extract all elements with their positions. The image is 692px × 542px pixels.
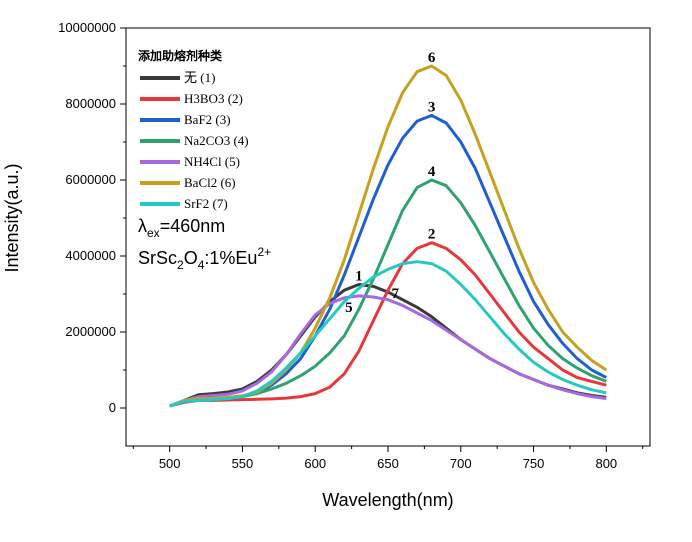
x-tick-label: 650 — [377, 456, 399, 471]
formula-part-a: SrSc — [138, 248, 177, 268]
series-line-7 — [169, 260, 607, 408]
y-tick-label: 10000000 — [58, 20, 116, 35]
legend-label-6: BaCl2 (6) — [184, 175, 236, 190]
curve-label-5: 5 — [345, 300, 353, 316]
lambda-value: =460nm — [160, 216, 226, 236]
lambda-subscript: ex — [147, 226, 160, 240]
legend-label-4: Na2CO3 (4) — [184, 133, 249, 148]
legend-title: 添加助熔剂种类 — [138, 48, 223, 63]
curve-label-3: 3 — [428, 99, 436, 115]
y-axis-ticks: 0 2000000 4000000 6000000 8000000 10000000 — [58, 20, 126, 415]
legend-label-2: H3BO3 (2) — [184, 91, 243, 106]
formula-sub-2: 2 — [177, 258, 184, 272]
y-tick-label: 4000000 — [65, 248, 116, 263]
y-axis-title: Intensity(a.u.) — [2, 163, 22, 272]
curve-label-7: 7 — [392, 286, 400, 302]
x-tick-label: 800 — [595, 456, 617, 471]
x-tick-label: 550 — [232, 456, 254, 471]
lambda-symbol: λ — [138, 216, 147, 236]
legend-label-5: NH4Cl (5) — [184, 154, 240, 169]
series-line-5 — [169, 294, 607, 408]
formula-part-b: O — [184, 248, 198, 268]
legend-label-1: 无 (1) — [184, 70, 215, 85]
curves — [169, 64, 608, 408]
x-axis-title: Wavelength(nm) — [322, 490, 453, 510]
x-tick-label: 750 — [523, 456, 545, 471]
series-line-2 — [169, 241, 607, 408]
y-tick-label: 0 — [109, 400, 116, 415]
formula-part-c: :1%Eu — [204, 248, 257, 268]
series-line-6 — [169, 64, 608, 408]
series-line-1 — [169, 283, 607, 408]
y-tick-label: 2000000 — [65, 324, 116, 339]
x-tick-label: 500 — [159, 456, 181, 471]
curve-label-1: 1 — [355, 269, 363, 285]
curve-label-6: 6 — [428, 50, 436, 66]
y-tick-label: 6000000 — [65, 172, 116, 187]
curve-label-4: 4 — [428, 164, 436, 180]
formula-superscript: 2+ — [257, 245, 271, 259]
x-axis-ticks: 500 550 600 650 700 750 800 — [132, 446, 644, 471]
annotation-excitation: λex=460nm — [138, 216, 225, 240]
curve-labels: 1 2 3 4 5 6 7 — [345, 50, 436, 316]
formula-sub-4: 4 — [198, 258, 205, 272]
legend: 添加助熔剂种类 无 (1) H3BO3 (2) BaF2 (3) Na2CO3 (4)… — [138, 48, 249, 211]
x-tick-label: 600 — [304, 456, 326, 471]
annotation-formula: SrSc2O4:1%Eu2+ — [138, 245, 271, 272]
y-tick-label: 8000000 — [65, 96, 116, 111]
legend-label-3: BaF2 (3) — [184, 112, 231, 127]
x-tick-label: 700 — [450, 456, 472, 471]
legend-label-7: SrF2 (7) — [184, 196, 228, 211]
curve-label-2: 2 — [428, 227, 436, 243]
